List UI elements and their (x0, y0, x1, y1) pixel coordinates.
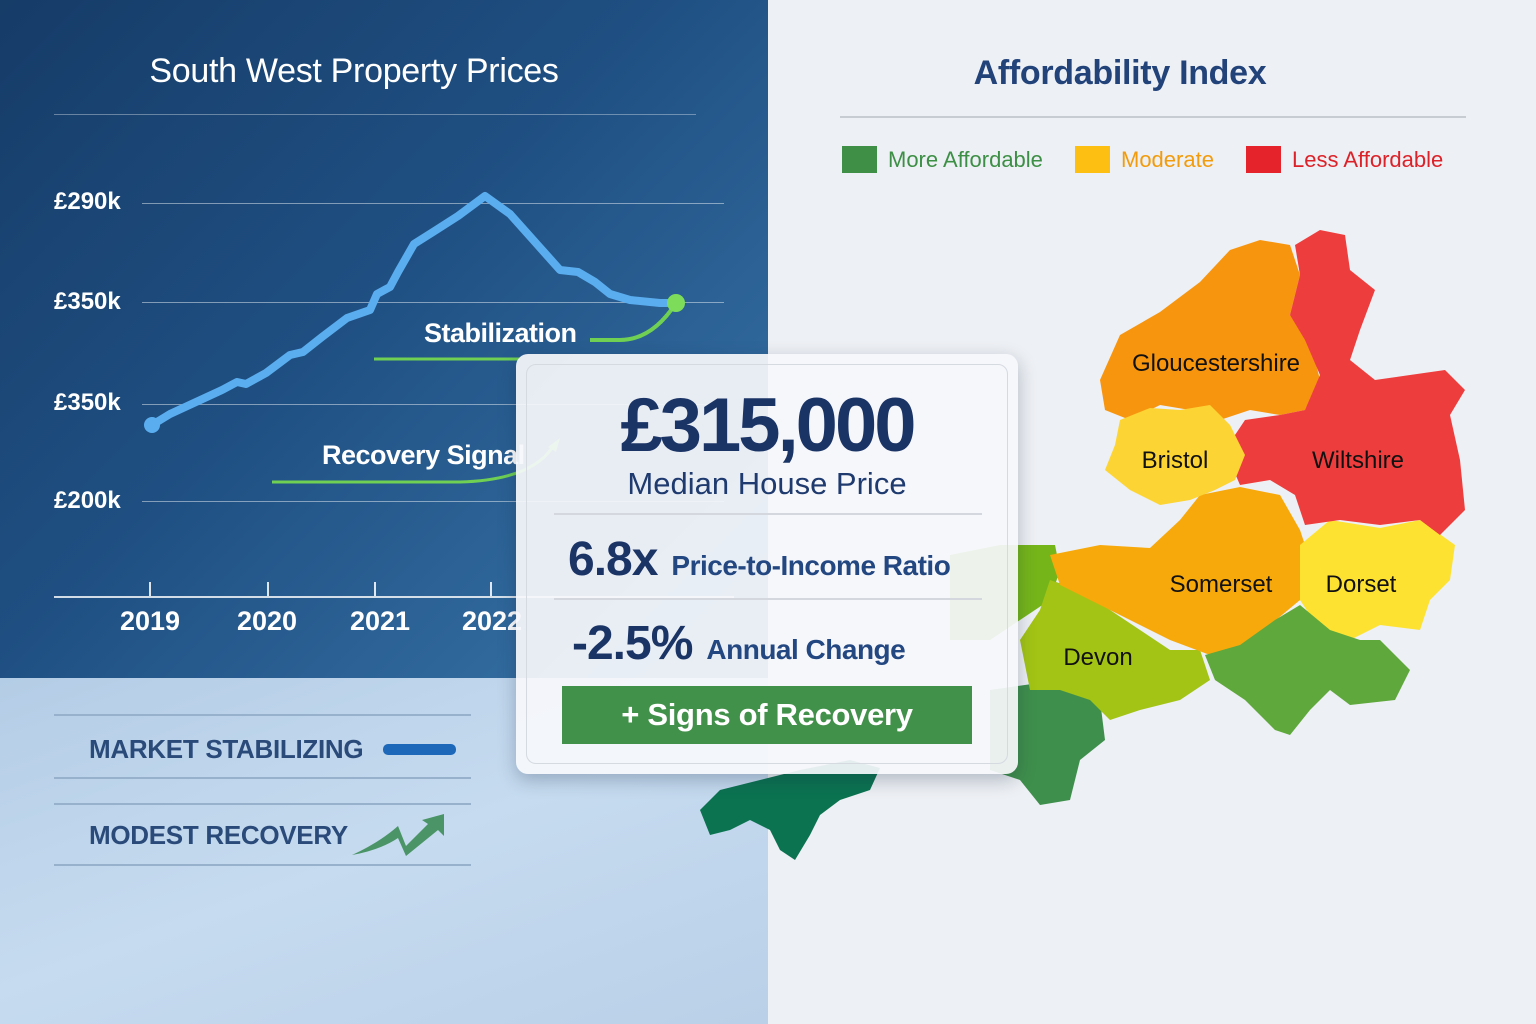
grid-line (142, 203, 724, 204)
grid-line (142, 501, 724, 502)
affordability-divider (840, 116, 1466, 118)
flat-line-icon (383, 744, 456, 755)
x-tick (490, 582, 492, 596)
y-axis-label: £350k (54, 389, 121, 416)
region-gloucestershire (1100, 240, 1320, 420)
legend-more-affordable: More Affordable (842, 146, 1043, 173)
y-axis-label: £290k (54, 188, 121, 215)
price-to-income-metric: 6.8x Price-to-Income Ratio (568, 532, 951, 587)
grid-line (142, 404, 724, 405)
label-devon: Devon (1063, 644, 1133, 671)
start-point (144, 417, 160, 433)
legend-swatch-green (842, 146, 877, 173)
region-south-devon (990, 680, 1105, 805)
median-price-value: £315,000 (620, 383, 917, 468)
price-line (148, 192, 680, 429)
region-dorset-coast (1205, 605, 1410, 735)
trending-up-arrow-icon (352, 814, 444, 856)
price-to-income-label: Price-to-Income Ratio (671, 550, 951, 581)
label-wiltshire: Wiltshire (1311, 447, 1405, 474)
label-bristol: Bristol (1141, 447, 1209, 474)
median-price-caption: Median House Price (627, 466, 907, 501)
y-axis-label: £350k (54, 288, 121, 315)
affordability-title: Affordability Index (973, 54, 1267, 92)
x-axis-label: 2019 (119, 606, 181, 636)
status-divider (54, 803, 471, 805)
y-axis-label: £200k (54, 487, 121, 514)
x-axis-label: 2021 (349, 606, 411, 636)
status-divider (54, 714, 471, 716)
recovery-signal-annotation: Recovery Signal (322, 440, 525, 470)
legend-moderate: Moderate (1075, 146, 1214, 173)
grid-line (142, 302, 724, 303)
stabilization-annotation: Stabilization (424, 318, 577, 348)
x-axis-label: 2022 (461, 606, 523, 636)
card-border (526, 364, 1008, 764)
annual-change-label: Annual Change (706, 634, 906, 665)
card-divider (554, 598, 982, 600)
title-divider (54, 114, 696, 115)
legend-swatch-red (1246, 146, 1281, 173)
x-axis-label: 2020 (236, 606, 298, 636)
status-divider (54, 777, 471, 779)
region-cornwall (700, 760, 880, 860)
status-modest-recovery: MODEST RECOVERY (89, 820, 348, 850)
label-somerset: Somerset (1169, 571, 1273, 598)
annual-change-metric: -2.5% Annual Change (572, 616, 906, 671)
label-gloucestershire: Gloucestershire (1131, 350, 1301, 377)
status-divider (54, 864, 471, 866)
x-tick (267, 582, 269, 596)
x-tick (149, 582, 151, 596)
legend-less-affordable: Less Affordable (1246, 146, 1443, 173)
legend-swatch-yellow (1075, 146, 1110, 173)
end-point (667, 294, 685, 312)
region-devon (1020, 580, 1210, 720)
stabilization-connector (590, 301, 678, 342)
price-to-income-value: 6.8x (568, 533, 658, 586)
status-market-stabilizing: MARKET STABILIZING (89, 734, 364, 764)
x-tick (374, 582, 376, 596)
region-somerset (1050, 487, 1310, 655)
summary-card: £315,000 Median House Price 6.8x Price-t… (516, 354, 1018, 774)
x-axis (54, 596, 734, 598)
card-divider (554, 513, 982, 515)
chart-title: South West Property Prices (149, 52, 559, 90)
region-dorset (1300, 520, 1455, 640)
region-wiltshire (1225, 230, 1465, 535)
label-dorset: Dorset (1325, 571, 1397, 598)
annual-change-value: -2.5% (572, 617, 693, 670)
region-bristol (1105, 405, 1245, 505)
signs-of-recovery-badge[interactable]: + Signs of Recovery (562, 686, 972, 744)
